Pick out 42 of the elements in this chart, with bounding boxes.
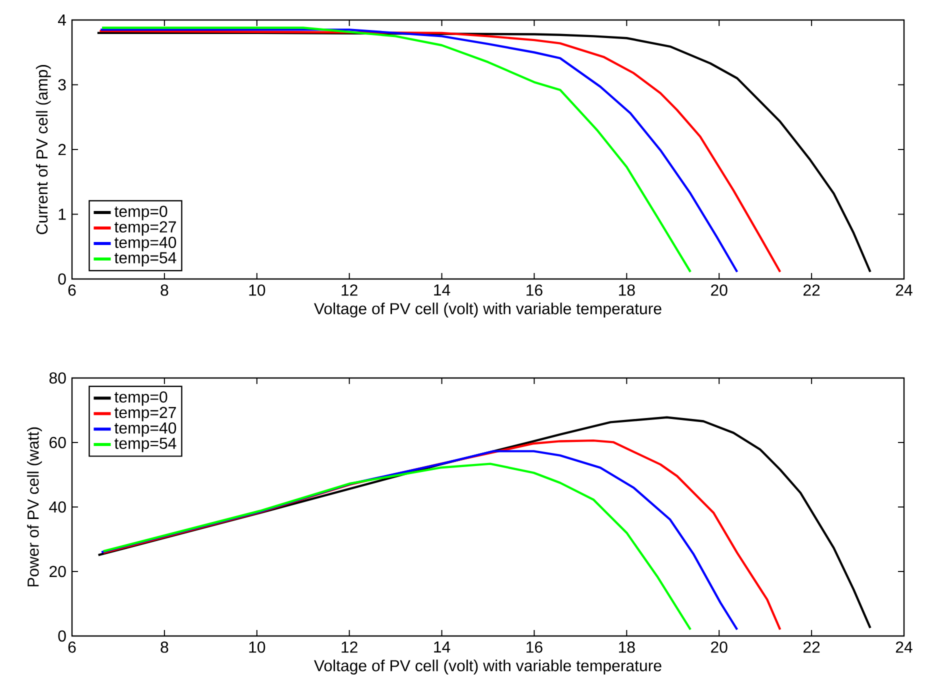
x-tick-label: 12: [342, 642, 358, 653]
x-tick-label: 18: [619, 284, 635, 296]
y-tick-label: 80: [49, 372, 66, 384]
x-tick-label: 12: [342, 284, 358, 296]
x-tick-label: 16: [526, 642, 542, 653]
legend-label: temp=27: [114, 221, 176, 236]
y-tick-label: 0: [58, 273, 66, 285]
legend-label: temp=54: [114, 252, 176, 267]
y-tick-label: 4: [58, 14, 66, 26]
y-tick-label: 60: [50, 436, 66, 448]
x-axis-title: Voltage of PV cell (volt) with variable temperature: [314, 660, 662, 674]
x-tick-label: 10: [249, 642, 266, 653]
y-tick-label: 2: [58, 144, 66, 156]
legend-label: temp=0: [114, 391, 168, 406]
legend-label: temp=40: [114, 236, 176, 252]
y-axis-title: Power of PV cell (watt): [27, 427, 42, 586]
x-tick-label: 20: [711, 642, 728, 653]
legend-label: temp=0: [114, 206, 168, 220]
x-tick-label: 20: [711, 284, 728, 296]
y-tick-label: 0: [58, 630, 66, 642]
y-tick-label: 3: [58, 79, 66, 90]
x-tick-label: 22: [803, 642, 820, 653]
x-tick-label: 10: [249, 284, 266, 296]
x-tick-label: 8: [160, 284, 168, 296]
x-tick-label: 14: [434, 284, 450, 296]
y-tick-label: 1: [58, 208, 66, 220]
y-axis-title: Current of PV cell (amp): [36, 65, 51, 234]
x-tick-label: 22: [803, 284, 820, 296]
y-tick-label: 20: [50, 566, 66, 578]
x-tick-label: 14: [434, 642, 450, 652]
x-tick-label: 24: [896, 284, 912, 296]
legend-label: temp=54: [114, 438, 176, 452]
x-tick-label: 6: [68, 642, 76, 653]
x-tick-label: 8: [160, 642, 168, 653]
x-tick-label: 18: [619, 642, 635, 653]
x-tick-label: 24: [896, 642, 912, 653]
y-tick-label: 40: [49, 501, 66, 513]
x-tick-label: 6: [68, 284, 76, 296]
legend-label: temp=27: [114, 406, 176, 422]
x-tick-label: 16: [526, 284, 542, 296]
x-axis-title: Voltage of PV cell (volt) with variable temperature: [314, 302, 662, 318]
legend-label: temp=40: [114, 422, 176, 437]
